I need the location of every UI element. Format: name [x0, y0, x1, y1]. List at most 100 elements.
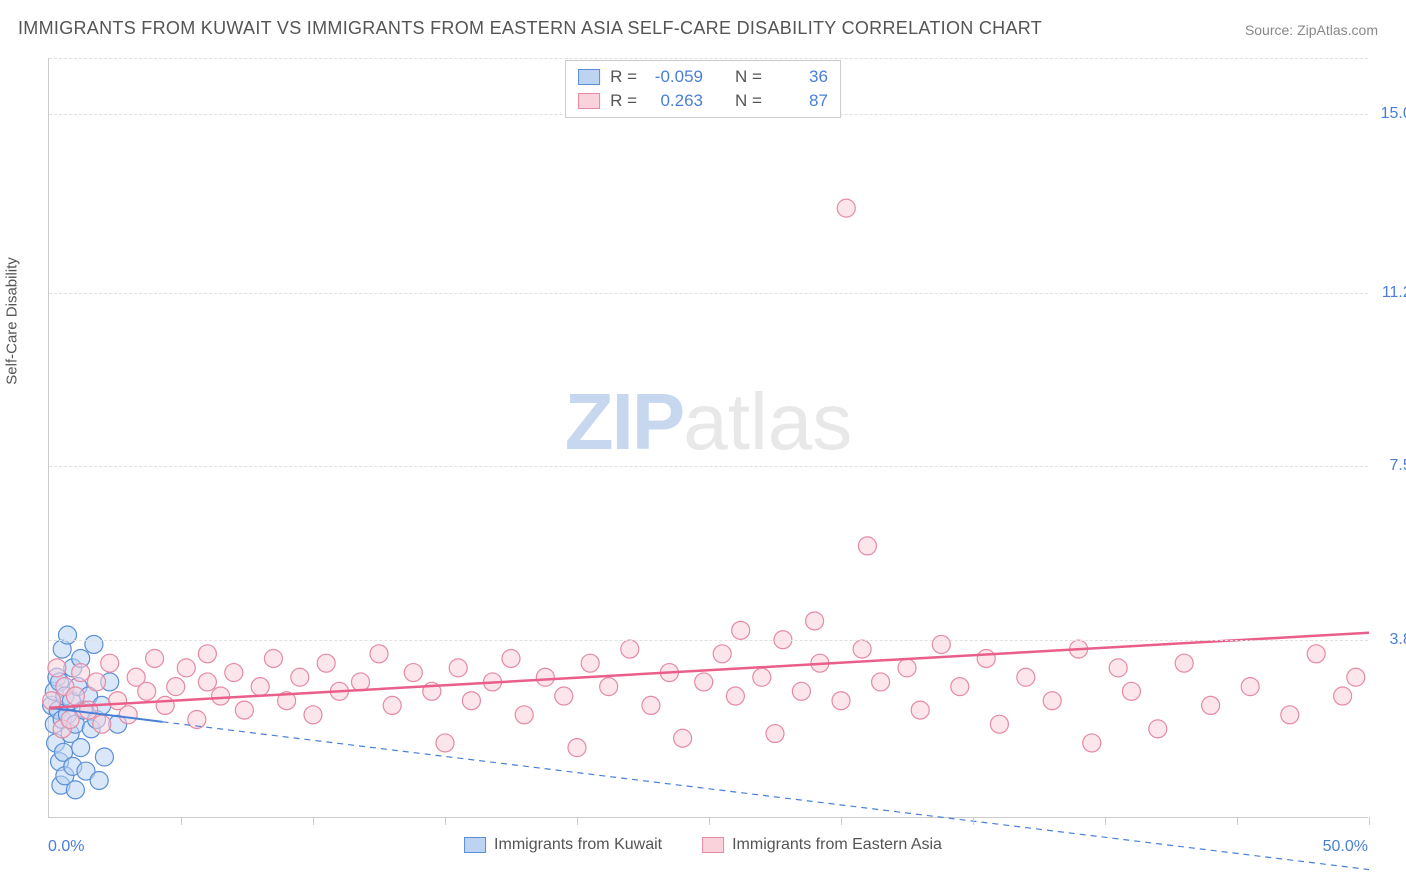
scatter-point-eastern_asia [462, 692, 480, 710]
scatter-point-eastern_asia [858, 537, 876, 555]
scatter-point-eastern_asia [156, 696, 174, 714]
swatch-pink [578, 93, 600, 109]
gridline [49, 293, 1368, 294]
x-tick [1105, 817, 1106, 825]
scatter-point-eastern_asia [792, 682, 810, 700]
scatter-point-eastern_asia [1307, 645, 1325, 663]
x-tick [445, 817, 446, 825]
chart-svg [49, 58, 1368, 817]
scatter-point-eastern_asia [1202, 696, 1220, 714]
scatter-point-eastern_asia [600, 678, 618, 696]
legend-label-kuwait: Immigrants from Kuwait [494, 836, 662, 854]
x-tick [577, 817, 578, 825]
scatter-point-kuwait [95, 748, 113, 766]
scatter-point-eastern_asia [225, 664, 243, 682]
scatter-point-kuwait [90, 771, 108, 789]
scatter-point-eastern_asia [251, 678, 269, 696]
y-tick-label: 11.2% [1382, 284, 1406, 302]
chart-title: IMMIGRANTS FROM KUWAIT VS IMMIGRANTS FRO… [18, 18, 1042, 39]
r-label: R = [610, 67, 637, 87]
swatch-blue [578, 69, 600, 85]
scatter-point-eastern_asia [1175, 654, 1193, 672]
scatter-point-eastern_asia [72, 664, 90, 682]
scatter-point-eastern_asia [101, 654, 119, 672]
scatter-point-eastern_asia [138, 682, 156, 700]
scatter-point-eastern_asia [502, 649, 520, 667]
scatter-point-eastern_asia [872, 673, 890, 691]
scatter-point-kuwait [85, 635, 103, 653]
stats-row-kuwait: R = -0.059 N = 36 [578, 65, 828, 89]
legend: Immigrants from Kuwait Immigrants from E… [464, 836, 942, 854]
scatter-point-eastern_asia [291, 668, 309, 686]
scatter-point-eastern_asia [695, 673, 713, 691]
scatter-point-eastern_asia [48, 659, 66, 677]
scatter-point-eastern_asia [1017, 668, 1035, 686]
scatter-point-eastern_asia [1043, 692, 1061, 710]
scatter-point-eastern_asia [264, 649, 282, 667]
scatter-point-eastern_asia [198, 645, 216, 663]
scatter-point-eastern_asia [1149, 720, 1167, 738]
scatter-point-eastern_asia [832, 692, 850, 710]
x-tick [709, 817, 710, 825]
scatter-point-eastern_asia [304, 706, 322, 724]
scatter-point-eastern_asia [853, 640, 871, 658]
scatter-point-eastern_asia [806, 612, 824, 630]
scatter-point-eastern_asia [515, 706, 533, 724]
n-value-eastern-asia: 87 [772, 91, 828, 111]
scatter-point-eastern_asia [370, 645, 388, 663]
n-value-kuwait: 36 [772, 67, 828, 87]
gridline [49, 58, 1368, 59]
swatch-pink [702, 837, 724, 853]
r-label: R = [610, 91, 637, 111]
scatter-point-eastern_asia [80, 701, 98, 719]
scatter-point-eastern_asia [837, 199, 855, 217]
gridline [49, 466, 1368, 467]
gridline [49, 640, 1368, 641]
scatter-point-eastern_asia [581, 654, 599, 672]
scatter-point-eastern_asia [93, 715, 111, 733]
scatter-point-eastern_asia [212, 687, 230, 705]
legend-item-eastern-asia: Immigrants from Eastern Asia [702, 836, 942, 854]
r-value-eastern-asia: 0.263 [647, 91, 703, 111]
scatter-point-eastern_asia [167, 678, 185, 696]
y-axis-label: Self-Care Disability [4, 257, 21, 385]
scatter-point-eastern_asia [1241, 678, 1259, 696]
x-tick [841, 817, 842, 825]
scatter-point-eastern_asia [404, 664, 422, 682]
scatter-point-eastern_asia [732, 621, 750, 639]
scatter-point-eastern_asia [621, 640, 639, 658]
scatter-point-eastern_asia [555, 687, 573, 705]
scatter-point-eastern_asia [1083, 734, 1101, 752]
stats-row-eastern-asia: R = 0.263 N = 87 [578, 89, 828, 113]
x-tick [1369, 817, 1370, 825]
scatter-point-eastern_asia [932, 635, 950, 653]
y-tick-label: 7.5% [1390, 457, 1406, 475]
scatter-point-kuwait [58, 626, 76, 644]
source-value: ZipAtlas.com [1297, 22, 1378, 38]
scatter-point-eastern_asia [61, 710, 79, 728]
scatter-point-eastern_asia [766, 725, 784, 743]
legend-label-eastern-asia: Immigrants from Eastern Asia [732, 836, 942, 854]
scatter-point-eastern_asia [1334, 687, 1352, 705]
x-tick [313, 817, 314, 825]
x-axis-max-label: 50.0% [1323, 838, 1368, 856]
y-tick-label: 3.8% [1390, 631, 1406, 649]
scatter-point-eastern_asia [1347, 668, 1365, 686]
scatter-point-eastern_asia [726, 687, 744, 705]
y-tick-label: 15.0% [1381, 105, 1406, 123]
scatter-point-eastern_asia [1122, 682, 1140, 700]
x-tick [1237, 817, 1238, 825]
scatter-point-kuwait [72, 739, 90, 757]
x-tick [181, 817, 182, 825]
scatter-point-eastern_asia [88, 673, 106, 691]
stats-box: R = -0.059 N = 36 R = 0.263 N = 87 [565, 60, 841, 118]
scatter-point-eastern_asia [235, 701, 253, 719]
scatter-point-eastern_asia [1281, 706, 1299, 724]
scatter-point-eastern_asia [383, 696, 401, 714]
scatter-point-eastern_asia [352, 673, 370, 691]
x-tick [973, 817, 974, 825]
scatter-point-eastern_asia [753, 668, 771, 686]
r-value-kuwait: -0.059 [647, 67, 703, 87]
trend-line-eastern_asia [49, 633, 1369, 708]
x-axis-min-label: 0.0% [48, 838, 84, 856]
